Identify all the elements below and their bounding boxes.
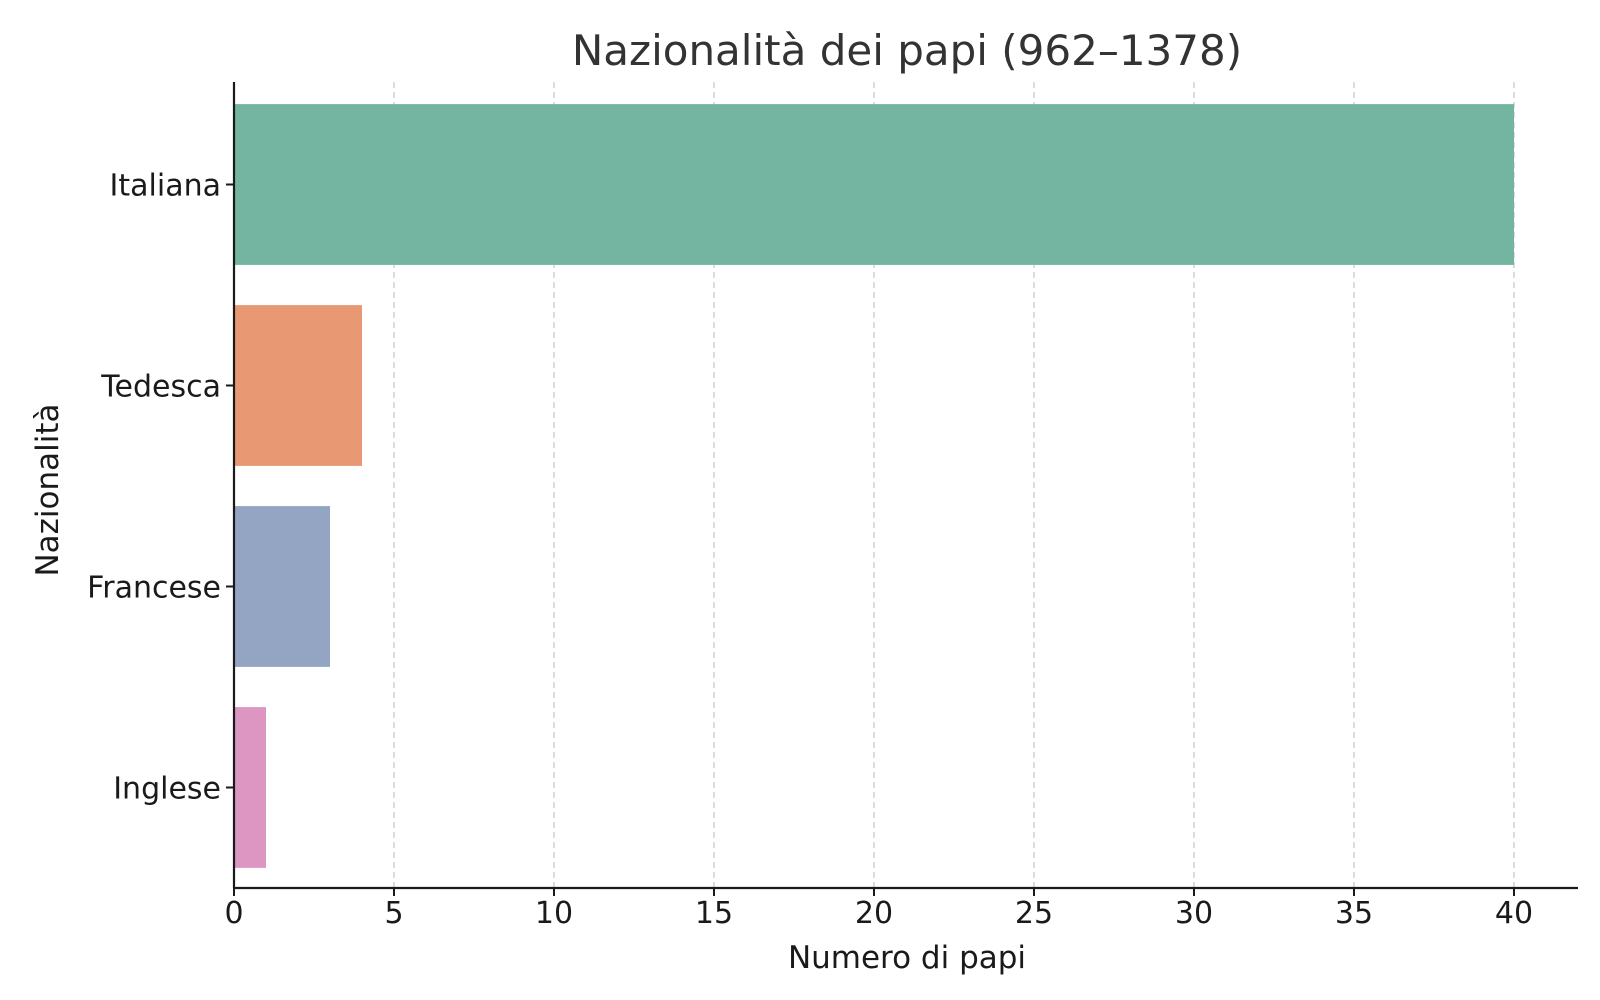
x-tick-label-40: 40 <box>1495 896 1533 931</box>
bar-francese <box>234 506 330 667</box>
x-tick-label-10: 10 <box>535 896 573 931</box>
x-tick-label-30: 30 <box>1175 896 1213 931</box>
x-tick-label-25: 25 <box>1015 896 1053 931</box>
bar-tedesca <box>234 305 362 466</box>
bar-italiana <box>234 104 1514 265</box>
y-tick-label-italiana: Italiana <box>110 169 221 204</box>
axes <box>226 82 1578 896</box>
y-tick-label-tedesca: Tedesca <box>100 370 221 405</box>
y-tick-label-francese: Francese <box>87 571 221 606</box>
tick-labels: Italiana Tedesca Francese Inglese 0 5 10 15 20 25… <box>87 169 1533 932</box>
chart-title: Nazionalità dei papi (962–1378) <box>572 26 1242 75</box>
x-tick-label-5: 5 <box>384 896 403 931</box>
x-tick-label-15: 15 <box>695 896 733 931</box>
x-axis-label: Numero di papi <box>788 940 1026 976</box>
y-tick-label-inglese: Inglese <box>113 772 221 807</box>
x-tick-label-35: 35 <box>1335 896 1373 931</box>
x-tick-label-20: 20 <box>855 896 893 931</box>
bar-inglese <box>234 707 266 868</box>
x-tick-label-0: 0 <box>224 896 243 931</box>
bars <box>234 104 1514 868</box>
y-axis-label: Nazionalità <box>30 403 66 576</box>
